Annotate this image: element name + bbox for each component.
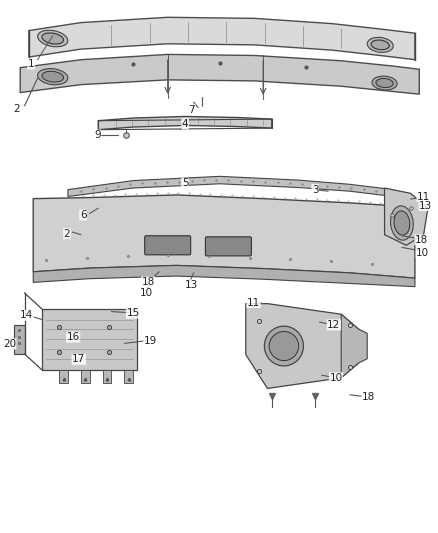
Text: 17: 17 bbox=[72, 354, 85, 364]
FancyBboxPatch shape bbox=[14, 325, 25, 354]
Ellipse shape bbox=[38, 30, 68, 47]
Ellipse shape bbox=[376, 78, 393, 87]
Text: 1: 1 bbox=[28, 59, 34, 69]
Ellipse shape bbox=[265, 326, 304, 366]
Polygon shape bbox=[68, 176, 385, 197]
Ellipse shape bbox=[42, 71, 64, 82]
Ellipse shape bbox=[394, 211, 410, 235]
FancyBboxPatch shape bbox=[42, 309, 138, 370]
FancyBboxPatch shape bbox=[59, 370, 68, 383]
Text: 5: 5 bbox=[182, 178, 188, 188]
Text: 14: 14 bbox=[20, 310, 33, 320]
FancyBboxPatch shape bbox=[124, 370, 133, 383]
Text: 10: 10 bbox=[416, 248, 429, 258]
Polygon shape bbox=[246, 304, 359, 389]
Polygon shape bbox=[33, 195, 415, 278]
Ellipse shape bbox=[269, 332, 299, 361]
Ellipse shape bbox=[367, 37, 393, 52]
FancyBboxPatch shape bbox=[145, 236, 191, 255]
Text: 20: 20 bbox=[3, 339, 16, 349]
Ellipse shape bbox=[38, 69, 68, 85]
Polygon shape bbox=[33, 265, 415, 287]
Text: 12: 12 bbox=[327, 320, 340, 330]
Ellipse shape bbox=[391, 206, 413, 240]
Polygon shape bbox=[385, 188, 428, 245]
Polygon shape bbox=[29, 17, 415, 60]
Text: 18: 18 bbox=[362, 392, 375, 402]
Text: 2: 2 bbox=[14, 104, 20, 114]
Text: 11: 11 bbox=[247, 297, 260, 308]
Ellipse shape bbox=[42, 33, 64, 44]
Text: 11: 11 bbox=[417, 191, 430, 201]
FancyBboxPatch shape bbox=[205, 237, 251, 256]
FancyBboxPatch shape bbox=[81, 370, 90, 383]
Polygon shape bbox=[98, 116, 272, 130]
Text: 2: 2 bbox=[64, 229, 71, 239]
Text: 6: 6 bbox=[80, 210, 86, 220]
Text: 19: 19 bbox=[144, 336, 157, 346]
Text: 18: 18 bbox=[141, 277, 155, 287]
Text: 10: 10 bbox=[329, 373, 343, 383]
Text: 3: 3 bbox=[312, 184, 318, 195]
Text: 16: 16 bbox=[67, 332, 80, 342]
Text: 9: 9 bbox=[94, 130, 101, 140]
Polygon shape bbox=[20, 54, 419, 94]
Polygon shape bbox=[341, 314, 367, 378]
Text: 7: 7 bbox=[188, 104, 195, 115]
Ellipse shape bbox=[372, 76, 397, 90]
Text: 18: 18 bbox=[415, 235, 428, 245]
Text: 4: 4 bbox=[182, 119, 188, 129]
FancyBboxPatch shape bbox=[102, 370, 111, 383]
Text: 13: 13 bbox=[419, 200, 432, 211]
Text: 13: 13 bbox=[185, 280, 198, 290]
Text: 10: 10 bbox=[139, 288, 152, 298]
Text: 15: 15 bbox=[126, 308, 140, 318]
Ellipse shape bbox=[371, 40, 389, 50]
